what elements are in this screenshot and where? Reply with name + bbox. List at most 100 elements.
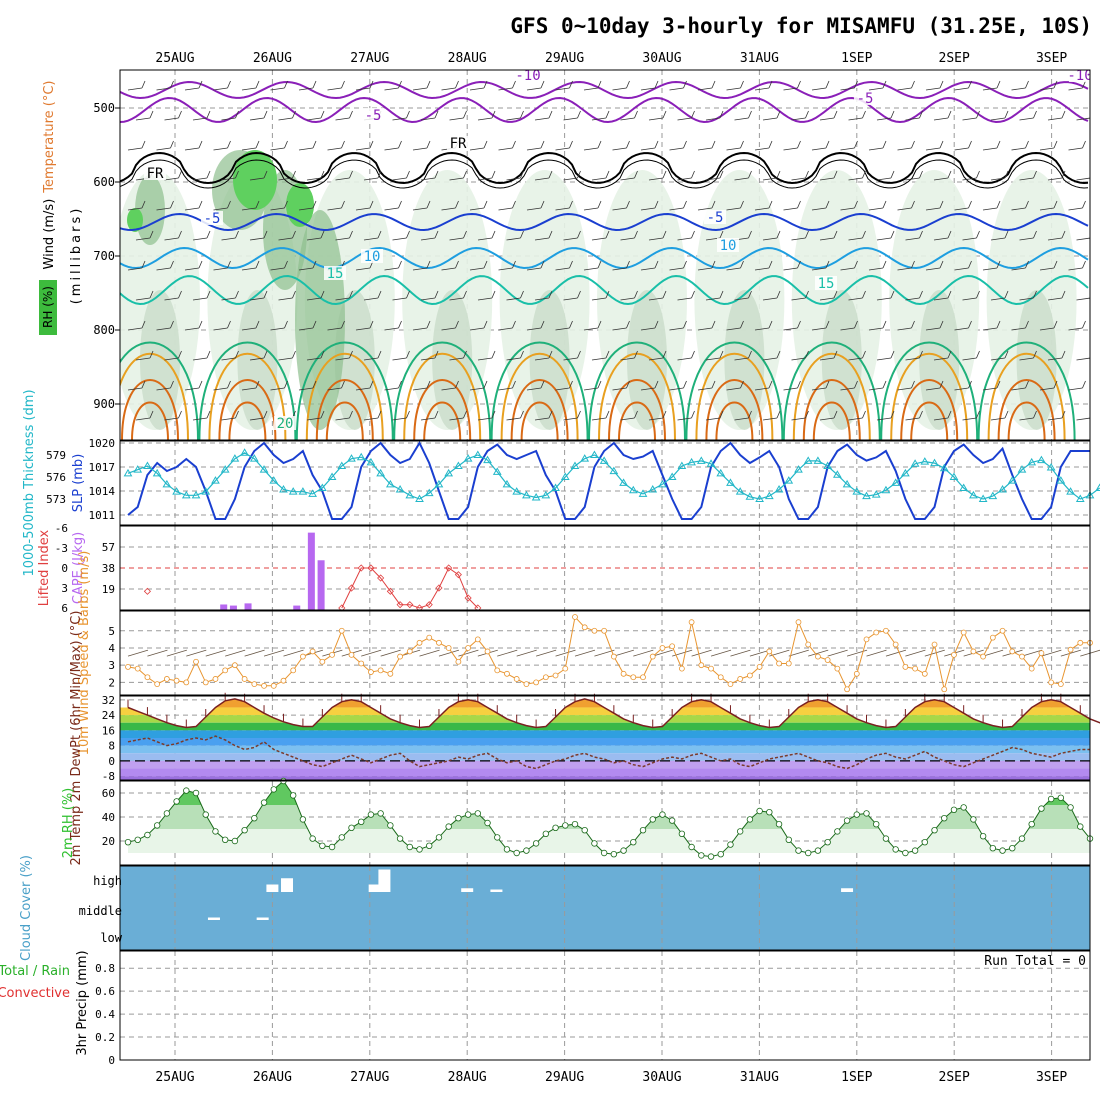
- li-axis-label: Lifted Index: [37, 529, 52, 606]
- wind-barb: [498, 267, 513, 271]
- y-tick-label: 600: [93, 175, 115, 189]
- rh-point: [270, 786, 277, 793]
- wind-barb-flag: [825, 260, 830, 269]
- thickness-point: [726, 478, 735, 486]
- wind-barb-flag: [854, 200, 858, 209]
- wind-barb: [669, 387, 684, 391]
- y-tick-label: 0.6: [95, 985, 115, 998]
- wind-barb-flag: [198, 320, 203, 329]
- cloud-middle-bar: [256, 917, 269, 920]
- wind-barb: [726, 207, 741, 211]
- wind-barb: [241, 267, 257, 271]
- wind-barb: [278, 357, 293, 361]
- wind-barb: [563, 237, 578, 241]
- wind-point: [941, 686, 948, 693]
- wind-barb-flag: [748, 230, 752, 239]
- wind-barb: [612, 387, 627, 391]
- wind-barb: [420, 417, 436, 421]
- wind-point: [251, 681, 258, 688]
- wind-barb: [241, 387, 257, 391]
- wind-barb: [192, 297, 208, 301]
- wind-point: [144, 674, 151, 681]
- temp-arch-0: [198, 341, 297, 440]
- wind-barb-flag: [178, 410, 182, 419]
- temp-band: [120, 745, 1090, 754]
- rh-point: [396, 835, 404, 842]
- wind-barb: [954, 147, 969, 151]
- thickness-point: [152, 468, 162, 477]
- y-tick-label: -8: [102, 770, 115, 783]
- contour-label: 10: [720, 238, 737, 254]
- wind-barb-flag: [947, 410, 952, 419]
- wind-barb: [1068, 147, 1083, 151]
- wind-barb-flag: [141, 380, 146, 389]
- wind-point: [610, 653, 617, 660]
- wind-barb: [186, 649, 207, 657]
- wind-point: [620, 670, 627, 677]
- wind-barb-flag: [1053, 380, 1058, 389]
- wind-barb: [1039, 327, 1055, 331]
- y-tick-label: 24: [102, 709, 116, 722]
- thickness-point: [687, 457, 696, 466]
- y-tick-label-right: 38: [102, 562, 115, 575]
- rh-point: [843, 817, 851, 824]
- wind-barb-flag: [540, 260, 545, 269]
- li-point: [143, 587, 151, 595]
- wind-barb-flag: [996, 380, 1001, 389]
- wind-barb: [905, 177, 920, 181]
- wind-barb-flag: [976, 290, 980, 299]
- thickness-point: [279, 484, 288, 493]
- temp-arch-3: [910, 401, 949, 440]
- wind-barb-flag: [255, 80, 260, 89]
- wind-barb-flag: [776, 350, 781, 359]
- wind-barb-flag: [854, 80, 858, 89]
- wind-barb-flag: [1053, 200, 1058, 209]
- wind-barb: [363, 237, 379, 241]
- thickness-point: [1007, 476, 1017, 484]
- wind-barb-flag: [406, 170, 410, 179]
- wind-barb-flag: [805, 350, 809, 359]
- rh-point: [610, 851, 618, 858]
- wind-barb: [885, 649, 907, 657]
- wind-barb-flag: [597, 260, 602, 269]
- li-point: [406, 601, 414, 609]
- wind-barb: [1011, 327, 1026, 331]
- wind-barb: [135, 117, 151, 121]
- thickness-point: [658, 479, 667, 488]
- thickness-point: [862, 491, 871, 500]
- wind-barb: [355, 207, 371, 211]
- wind-barb: [897, 87, 912, 91]
- wind-barb-flag: [748, 410, 752, 419]
- wind-barb: [241, 147, 257, 151]
- thickness-point: [191, 490, 201, 499]
- wind-barb-flag: [312, 80, 317, 89]
- rh-point: [678, 830, 686, 837]
- wind-barb-flag: [691, 350, 695, 359]
- wind-barb: [278, 177, 293, 181]
- wind-barb: [506, 297, 521, 301]
- cloud-middle-bar: [207, 917, 220, 920]
- wind-barb: [591, 117, 607, 121]
- wind-barb: [384, 147, 399, 151]
- wind-barb: [620, 417, 635, 421]
- wind-barb: [652, 649, 673, 657]
- wind-barb-flag: [833, 350, 838, 359]
- thickness-point: [619, 478, 628, 486]
- wind-barb: [534, 237, 550, 241]
- wind-barb: [848, 177, 863, 181]
- thickness-point: [901, 468, 910, 477]
- wind-barb-flag: [284, 200, 288, 209]
- wind-barb-flag: [1091, 291, 1094, 298]
- wind-barb: [221, 297, 236, 301]
- wind-barb-flag: [540, 140, 545, 149]
- wind-barb-flag: [683, 320, 687, 329]
- wind-barb: [164, 297, 179, 301]
- wind-point: [999, 627, 1006, 634]
- y-tick-label-right: 1017: [89, 461, 116, 474]
- rh-point: [853, 811, 860, 818]
- rh-shade-wet: [127, 208, 143, 232]
- wind-barb-flag: [654, 80, 659, 89]
- wind-barb: [270, 327, 285, 331]
- wind-barb-flag: [406, 290, 410, 299]
- wind-point: [853, 670, 860, 677]
